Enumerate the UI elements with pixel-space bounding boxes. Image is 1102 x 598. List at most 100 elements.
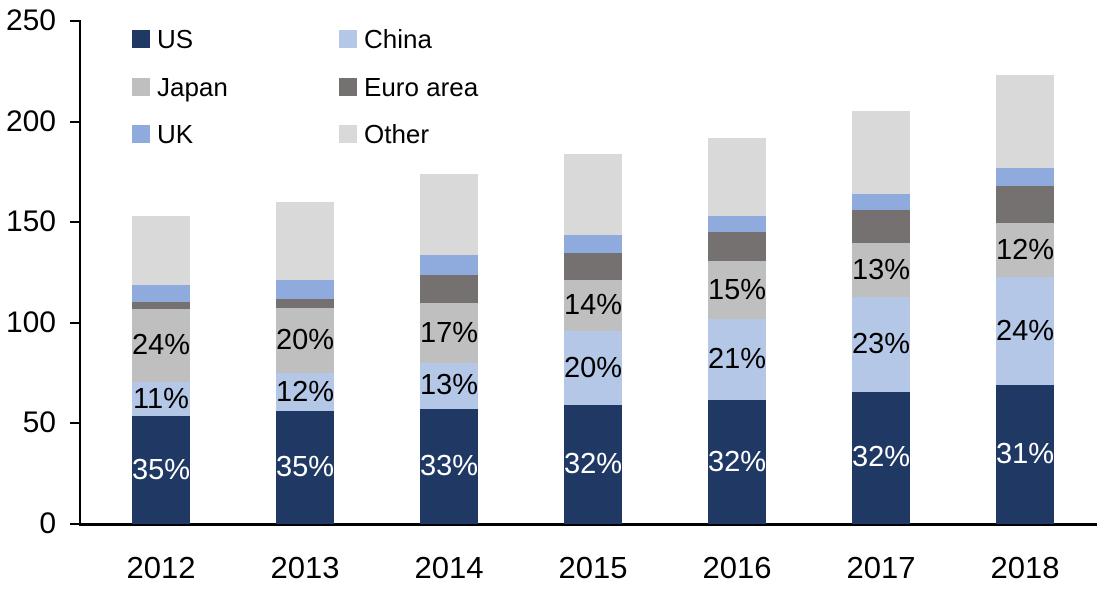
y-tick [70,20,79,22]
legend-label-uk: UK [157,119,194,149]
x-tick-label-2015: 2015 [558,550,628,585]
legend-label-china: China [364,24,432,54]
segment-label-japan-2013: 20% [275,324,335,356]
segment-euro-area-2014 [420,274,478,304]
legend-item-china: China [339,26,432,52]
segment-label-china-2015: 20% [563,351,623,384]
segment-japan-2012: 24% [131,308,191,383]
segment-label-japan-2015: 14% [563,288,623,321]
x-tick-label-2014: 2014 [414,550,484,585]
segment-label-china-2018: 24% [995,314,1055,347]
segment-other-2016 [708,137,766,216]
segment-us-2012: 35% [132,416,190,524]
segment-uk-2018 [996,168,1054,187]
segment-label-japan-2014: 17% [419,316,479,349]
segment-other-2018 [996,75,1054,169]
y-tick-label: 0 [39,507,56,540]
y-tick-label: 50 [22,406,56,440]
segment-japan-2018: 12% [995,223,1055,278]
legend-swatch-japan [132,78,150,96]
segment-japan-2014: 17% [419,303,479,364]
segment-euro-area-2015 [564,253,622,280]
x-axis-line [79,523,1097,526]
legend-item-japan: Japan [132,74,228,100]
legend-item-euro-area: Euro area [339,74,478,100]
segment-uk-2015 [564,235,622,254]
segment-label-china-2017: 23% [851,328,911,360]
legend-item-us: US [132,26,193,52]
y-tick-label: 200 [5,104,56,138]
x-tick-label-2018: 2018 [990,550,1060,585]
segment-label-japan-2018: 12% [995,233,1055,266]
legend-label-euro-area: Euro area [364,72,479,102]
y-tick-label: 150 [5,205,56,239]
segment-uk-2012 [132,284,190,302]
segment-us-2013: 35% [276,411,334,524]
x-tick-label-2016: 2016 [702,550,772,585]
y-tick [70,120,79,123]
legend-swatch-euro-area [339,78,357,96]
segment-label-china-2012: 11% [133,382,189,415]
segment-japan-2016: 15% [707,261,767,320]
x-tick-label-2017: 2017 [846,550,916,585]
legend-item-other: Other [339,121,429,147]
segment-other-2015 [564,153,622,236]
y-tick [70,321,79,324]
segment-uk-2014 [420,255,478,275]
legend-swatch-us [132,30,150,48]
segment-china-2015: 20% [563,331,623,406]
segment-japan-2015: 14% [563,279,623,332]
y-tick [70,523,79,525]
segment-china-2016: 21% [707,319,767,401]
segment-label-us-2013: 35% [275,451,335,484]
legend-swatch-uk [132,125,150,143]
segment-label-us-2016: 32% [707,445,767,478]
y-tick-label: 250 [5,4,56,37]
segment-euro-area-2016 [708,232,766,262]
segment-label-china-2014: 13% [419,369,479,402]
segment-other-2013 [276,202,334,280]
segment-euro-area-2013 [276,299,334,309]
segment-us-2016: 32% [708,400,766,524]
segment-uk-2016 [708,215,766,233]
segment-china-2014: 13% [419,363,479,409]
segment-us-2014: 33% [419,408,479,524]
segment-us-2018: 31% [995,384,1055,524]
segment-japan-2013: 20% [275,308,335,373]
segment-label-us-2012: 35% [131,453,191,486]
segment-uk-2017 [852,193,910,210]
legend-label-other: Other [364,119,430,149]
segment-china-2013: 12% [275,372,335,412]
segment-label-us-2018: 31% [995,437,1055,470]
segment-label-us-2017: 32% [851,441,911,474]
y-tick [70,422,79,425]
segment-label-china-2016: 21% [707,343,767,376]
segment-label-japan-2017: 13% [851,253,911,286]
legend-label-us: US [157,24,194,54]
legend-item-uk: UK [132,121,193,147]
segment-label-us-2015: 32% [563,448,623,481]
segment-label-japan-2016: 15% [707,273,767,306]
x-tick-label-2013: 2013 [270,550,340,585]
segment-euro-area-2017 [852,209,910,244]
segment-other-2017 [852,111,910,194]
segment-other-2012 [132,216,190,285]
legend-swatch-china [339,30,357,48]
y-axis-line [79,20,81,525]
segment-china-2012: 11% [132,382,190,417]
y-tick [70,221,79,224]
segment-uk-2013 [276,279,334,300]
y-tick-label: 100 [5,305,56,339]
segment-label-us-2014: 33% [419,449,479,482]
segment-japan-2017: 13% [851,243,911,298]
segment-other-2014 [420,173,478,256]
segment-us-2017: 32% [852,392,910,524]
legend-swatch-other [339,125,357,143]
segment-label-china-2013: 12% [275,375,335,408]
segment-us-2015: 32% [564,405,622,524]
segment-label-japan-2012: 24% [131,328,191,361]
segment-euro-area-2018 [996,186,1054,224]
segment-china-2017: 23% [852,297,910,392]
segment-china-2018: 24% [996,277,1054,385]
